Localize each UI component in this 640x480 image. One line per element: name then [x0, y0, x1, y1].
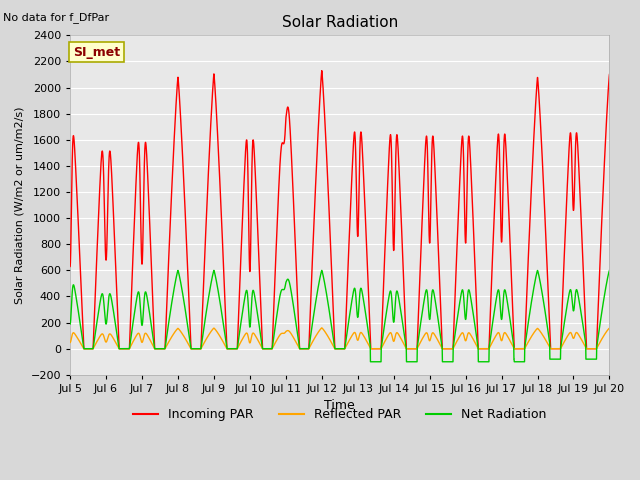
Text: No data for f_DfPar: No data for f_DfPar: [3, 12, 109, 23]
Y-axis label: Solar Radiation (W/m2 or um/m2/s): Solar Radiation (W/m2 or um/m2/s): [15, 107, 25, 304]
Legend: Incoming PAR, Reflected PAR, Net Radiation: Incoming PAR, Reflected PAR, Net Radiati…: [128, 403, 552, 426]
Text: SI_met: SI_met: [73, 46, 120, 59]
Title: Solar Radiation: Solar Radiation: [282, 15, 398, 30]
X-axis label: Time: Time: [324, 399, 355, 412]
